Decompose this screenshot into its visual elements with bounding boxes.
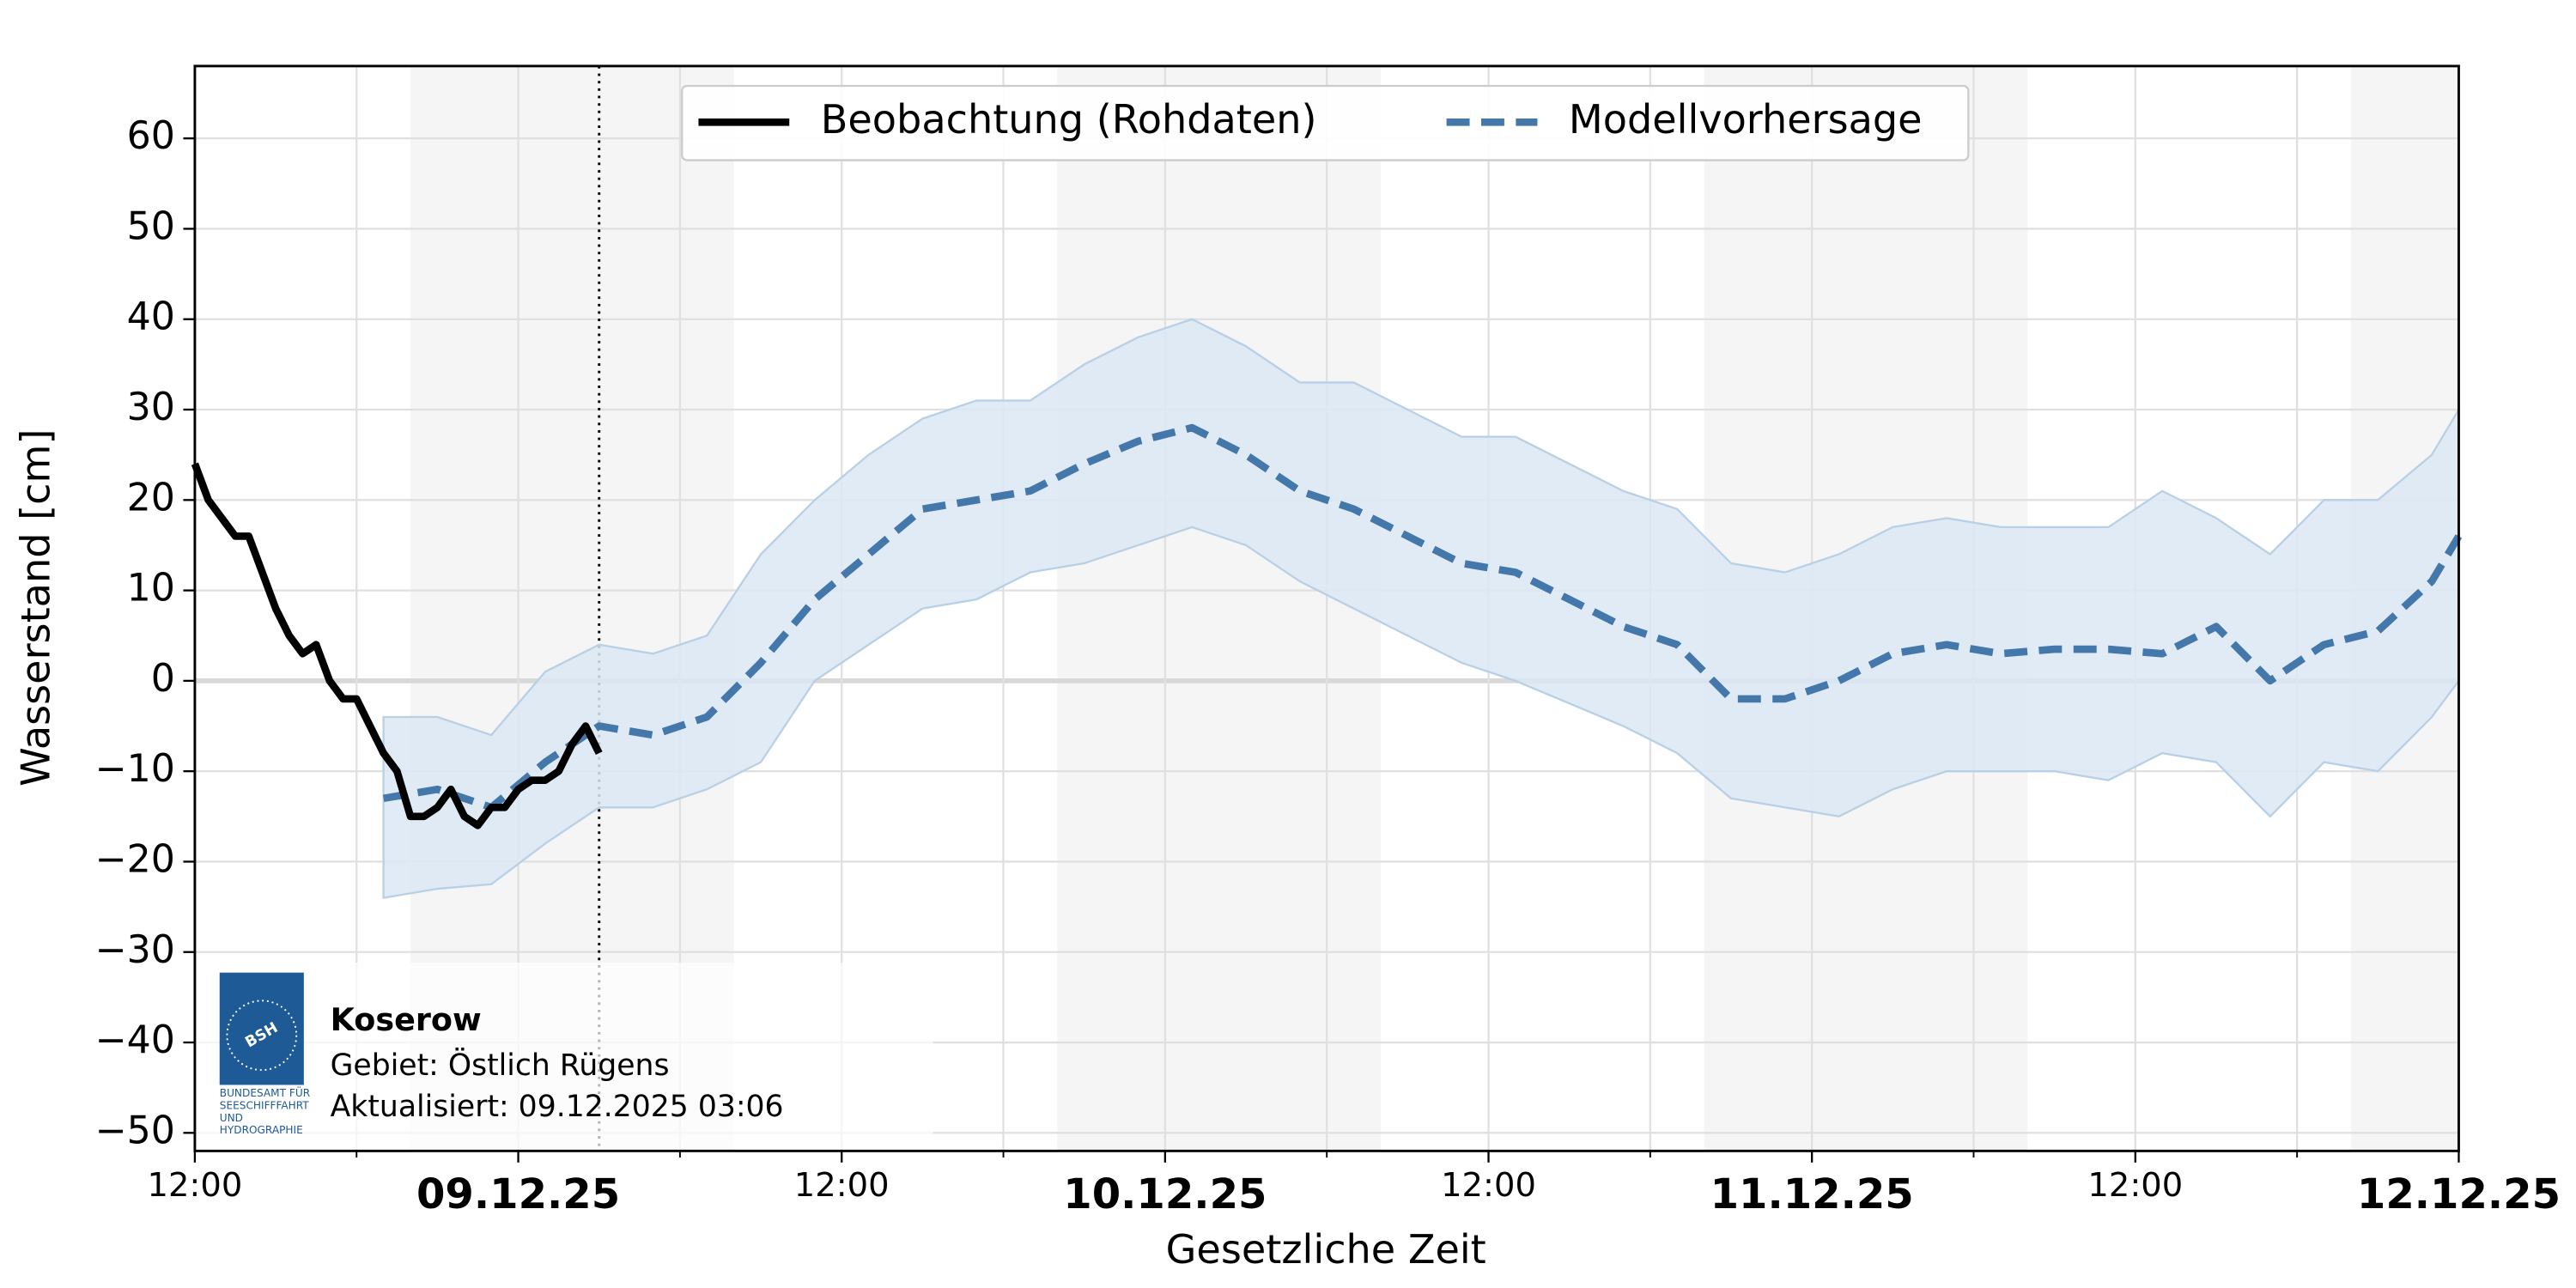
y-tick-label: 50 — [127, 204, 175, 248]
y-tick-label: 20 — [127, 476, 175, 519]
logo-caption: HYDROGRAPHIE — [220, 1124, 303, 1136]
y-tick-label: 40 — [127, 295, 175, 339]
logo-caption: UND — [220, 1112, 243, 1124]
legend: Beobachtung (Rohdaten) Modellvorhersage — [681, 84, 1970, 161]
station-updated: Aktualisiert: 09.12.2025 03:06 — [331, 1090, 784, 1124]
y-tick-label: −40 — [95, 1018, 175, 1062]
x-tick-label: 12:00 — [148, 1166, 243, 1205]
logo-caption: BUNDESAMT FÜR — [220, 1085, 311, 1099]
x-tick-label: 09.12.25 — [416, 1170, 620, 1218]
y-tick-label: −30 — [95, 928, 175, 972]
logo — [219, 972, 304, 1085]
y-tick-label: 60 — [127, 114, 175, 158]
legend-box — [681, 84, 1970, 161]
y-axis-label: Wasserstand [cm] — [13, 429, 59, 787]
legend-label: Modellvorhersage — [1569, 96, 1923, 143]
station-area: Gebiet: Östlich Rügens — [331, 1047, 670, 1083]
x-tick-label: 12:00 — [1441, 1166, 1536, 1205]
series-line — [191, 462, 603, 829]
x-tick-label: 12:00 — [794, 1166, 890, 1205]
y-tick-label: −20 — [95, 837, 175, 881]
overlay-layer: BSH Koserow Gebiet: Östlich Rügens Aktua… — [194, 963, 933, 1150]
series-line — [382, 423, 2463, 811]
logo-caption: SEESCHIFFFAHRT — [220, 1099, 310, 1111]
y-tick-label: 10 — [127, 567, 175, 611]
y-tick-label: −50 — [95, 1109, 175, 1152]
logo-ring — [226, 999, 298, 1072]
x-tick-label: 10.12.25 — [1063, 1170, 1267, 1218]
x-tick-label: 12:00 — [2087, 1166, 2183, 1205]
x-tick-label: 12.12.25 — [2357, 1170, 2561, 1218]
y-tick-label: −10 — [95, 747, 175, 791]
station-name: Koserow — [331, 1001, 482, 1038]
legend-label: Beobachtung (Rohdaten) — [821, 96, 1317, 143]
y-tick-label: 0 — [151, 657, 175, 701]
x-axis-label: Gesetzliche Zeit — [1166, 1226, 1486, 1273]
y-tick-label: 30 — [127, 386, 175, 429]
info-box — [194, 963, 933, 1150]
x-tick-label: 11.12.25 — [1710, 1170, 1914, 1218]
